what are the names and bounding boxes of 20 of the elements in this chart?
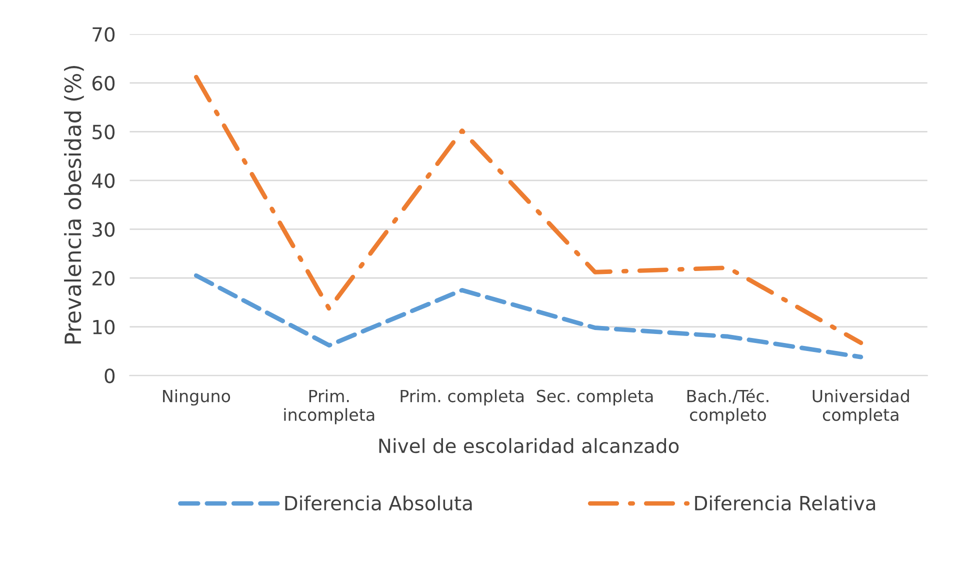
y-tick-label: 40: [92, 173, 115, 188]
x-tick-label: Prim. completa: [400, 389, 524, 406]
x-tick-label: Bach./Téc. completo: [687, 388, 768, 424]
line-series: [194, 273, 864, 360]
y-tick-label: 30: [92, 222, 115, 237]
legend-label: Diferencia Relativa: [695, 495, 876, 511]
x-tick-label: Ninguno: [163, 389, 230, 406]
x-tick-label: Prim. incompleta: [284, 389, 374, 424]
legend-label: Diferencia Absoluta: [285, 495, 472, 511]
y-tick-label: 50: [92, 124, 115, 140]
y-tick-label: 60: [92, 76, 115, 91]
x-tick-label: Sec. completa: [536, 389, 653, 406]
y-tick-label: 20: [92, 270, 115, 286]
y-axis-title: Prevalencia obesidad (%): [64, 66, 84, 344]
y-tick-label: 10: [93, 320, 115, 334]
y-tick-label: 70: [92, 27, 115, 42]
x-axis-title: Nivel de escolaridad alcanzado: [379, 438, 679, 454]
y-tick-label: 0: [104, 368, 115, 384]
line-series: [194, 74, 864, 346]
x-tick-label: Universidad completa: [812, 389, 909, 424]
